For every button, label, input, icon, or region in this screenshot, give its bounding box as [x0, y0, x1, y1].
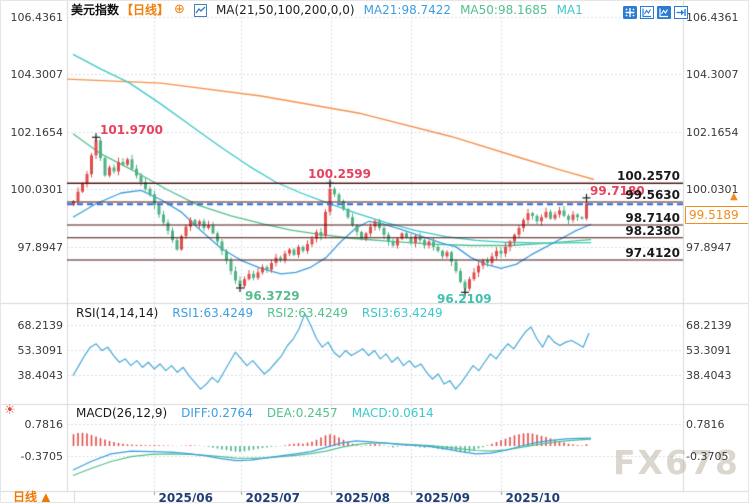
add-indicator-icon[interactable]: ⊕ [174, 2, 185, 17]
date-axis-label: 2025/09 [415, 491, 470, 503]
date-axis-label: 2025/10 [505, 491, 560, 503]
axis-scale-active-icon[interactable] [657, 4, 671, 19]
swing-high-label-3: 99.7180 [590, 184, 645, 198]
hline-value-label: 99.5630 [625, 188, 680, 203]
date-axis-label: 2025/07 [245, 491, 300, 503]
settings-icon[interactable]: ☀ [4, 403, 16, 418]
macd-panel-header: MACD(26,12,9) DIFF:0.2764 DEA:0.2457 MAC… [76, 406, 434, 420]
ma21-value-label: MA21:98.7422 [363, 3, 452, 17]
price-up-arrow-icon: ▲ [730, 191, 738, 202]
macd-axis-label-right: -0.3705 [686, 450, 729, 464]
chart-header: 美元指数 【日线】 ⊕ MA(21,50,100,200,0,0) MA21:9… [71, 2, 583, 18]
macd-title[interactable]: MACD(26,12,9) [76, 406, 168, 420]
tab-daily-interval[interactable]: 日线 ▲ [13, 490, 51, 503]
price-axis-label-left: 97.8947 [17, 240, 64, 254]
hline-value-label: 98.7140 [625, 210, 680, 225]
macd-axis-label-left: 0.7816 [24, 417, 64, 431]
rsi1-value-label: RSI1:63.4249 [172, 306, 254, 320]
rsi2-value-label: RSI2:63.4249 [267, 306, 348, 320]
ma-settings-label: MA(21,50,100,200,0,0) [215, 3, 355, 17]
swing-low-label-2: 96.2109 [437, 292, 492, 306]
price-axis-label-left: 100.0301 [10, 183, 64, 197]
price-axis-label-left: 104.3007 [10, 68, 64, 82]
crosshair-tool-icon[interactable] [623, 4, 637, 19]
hline-value-label: 97.4120 [625, 245, 680, 260]
ma50-value-label: MA50:98.1685 [460, 3, 548, 17]
swing-low-label-1: 96.3729 [245, 289, 300, 303]
rsi-axis-label-left: 53.3091 [17, 343, 64, 357]
current-price-box: 99.5189 [685, 206, 748, 224]
price-axis-label-right: 97.8947 [686, 240, 732, 254]
price-axis-label-right: 104.3007 [686, 68, 739, 82]
rsi-title[interactable]: RSI(14,14,14) [76, 306, 159, 320]
rsi-axis-label-left: 38.4043 [17, 368, 64, 382]
macd-axis-label-right: 0.7816 [686, 417, 725, 431]
price-axis-label-left: 102.1654 [10, 125, 64, 139]
rsi3-value-label: RSI3:63.4249 [361, 306, 443, 320]
line-chart-icon[interactable] [193, 3, 207, 17]
symbol-title: 美元指数 [71, 3, 120, 17]
rsi-axis-label-right: 53.3091 [686, 343, 732, 357]
swing-high-label-2: 100.2599 [308, 167, 372, 181]
macd-axis-label-left: -0.3705 [20, 450, 63, 464]
axis-scale-icon[interactable] [640, 4, 654, 19]
rsi-axis-label-left: 68.2139 [17, 319, 64, 332]
price-axis-label-right: 100.0301 [686, 183, 739, 197]
date-axis-label: 2025/06 [158, 491, 213, 503]
rsi-axis-label-right: 68.2139 [686, 319, 732, 332]
watermark: FX678 [613, 443, 740, 482]
ma100-value-label: MA1 [556, 3, 583, 17]
rsi-axis-label-right: 38.4043 [686, 368, 732, 382]
price-axis-label-right: 106.4361 [686, 11, 739, 24]
chart-toolbar [623, 4, 688, 19]
swing-high-label-1: 101.9700 [100, 123, 164, 137]
hline-value-label: 100.2570 [616, 169, 680, 184]
dea-value-label: DEA:0.2457 [266, 406, 338, 420]
period-tag[interactable]: 【日线】 [121, 3, 170, 17]
hline-value-label: 98.2380 [625, 223, 680, 238]
macd-value-label: MACD:0.0614 [351, 406, 434, 420]
diff-value-label: DIFF:0.2764 [181, 406, 253, 420]
date-axis-label: 2025/08 [335, 491, 390, 503]
price-axis-label-right: 102.1654 [686, 125, 739, 139]
rsi-panel-header: RSI(14,14,14) RSI1:63.4249 RSI2:63.4249 … [76, 306, 443, 320]
go-to-latest-icon[interactable] [674, 4, 688, 19]
price-axis-label-left: 106.4361 [10, 11, 64, 24]
